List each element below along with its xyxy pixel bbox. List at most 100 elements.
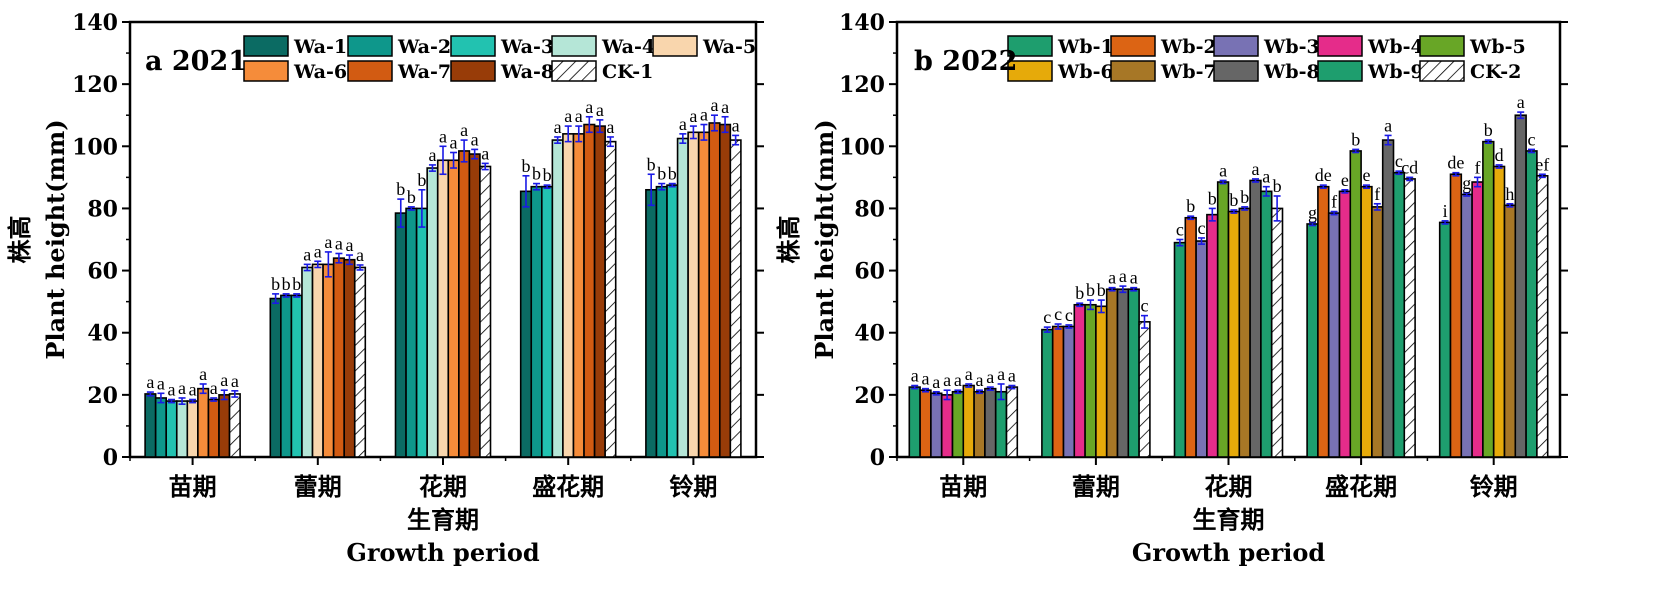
significance-label: i <box>1443 201 1448 221</box>
bar-wb-7 <box>973 390 986 458</box>
significance-label: a <box>732 115 740 135</box>
y-tick-label: 40 <box>854 321 885 347</box>
significance-label: a <box>1219 160 1227 180</box>
bar-ck-1 <box>729 139 742 458</box>
legend-label: Wb-8 <box>1263 61 1320 83</box>
significance-label: c <box>1043 307 1051 327</box>
significance-label: a <box>596 100 604 120</box>
significance-label: a <box>1384 115 1392 135</box>
x-axis-title-cn: 生育期 <box>407 505 479 534</box>
x-category-label: 铃期 <box>669 472 717 501</box>
bar-wb-5 <box>1216 181 1230 458</box>
bar-wb-3 <box>1327 212 1341 458</box>
x-axis-title-en: Growth period <box>1132 538 1326 567</box>
y-tick-label: 40 <box>87 321 118 347</box>
significance-label: g <box>1462 173 1471 193</box>
panel-title: b 2022 <box>914 46 1017 77</box>
x-axis-title-cn: 生育期 <box>1193 505 1265 534</box>
bar-wb-6 <box>1095 305 1108 458</box>
bar-wa-7 <box>583 123 596 458</box>
bar-ck-2 <box>1536 175 1549 458</box>
bar-wb-4 <box>1206 213 1219 458</box>
bar-wb-2 <box>1317 185 1330 458</box>
legend-swatch <box>652 35 698 57</box>
bar-wa-6 <box>697 131 711 458</box>
bar-wa-6 <box>197 387 210 458</box>
bar-wb-1 <box>1041 328 1054 458</box>
significance-label: a <box>943 370 951 390</box>
significance-label: b <box>1075 283 1084 303</box>
y-tick-label: 80 <box>854 196 885 222</box>
legend-label: Wa-1 <box>293 36 347 58</box>
legend-swatch <box>551 60 597 82</box>
legend-swatch <box>243 60 289 82</box>
significance-label: b <box>1186 196 1195 216</box>
significance-label: a <box>689 106 697 126</box>
significance-label: a <box>986 367 994 387</box>
bar-wa-5 <box>562 133 575 458</box>
bar-wa-8 <box>468 153 481 458</box>
significance-label: a <box>189 380 197 400</box>
bar-wa-2 <box>280 294 293 458</box>
x-category-label: 盛花期 <box>532 472 604 501</box>
significance-label: a <box>585 97 593 117</box>
significance-label: ef <box>1535 154 1549 174</box>
significance-label: c <box>1141 296 1149 316</box>
legend-label: CK-1 <box>602 61 653 83</box>
y-axis-title-en: Plant height(mm) <box>810 119 839 359</box>
y-tick-label: 120 <box>839 72 885 98</box>
bar-wb-6 <box>1492 165 1506 458</box>
bar-wa-6 <box>447 159 460 458</box>
bar-wb-1 <box>908 386 921 458</box>
significance-label: a <box>1252 159 1260 179</box>
significance-label: a <box>554 117 562 137</box>
y-tick-label: 0 <box>103 445 118 471</box>
legend-label: Wa-7 <box>397 61 451 83</box>
bar-wb-3 <box>1460 193 1473 458</box>
significance-label: b <box>1229 190 1238 210</box>
significance-label: h <box>1505 184 1514 204</box>
bar-wb-3 <box>930 392 943 458</box>
x-category-label: 蕾期 <box>294 472 342 501</box>
bar-wa-2 <box>154 397 168 458</box>
bar-wb-4 <box>940 394 954 458</box>
significance-label: b <box>657 164 666 184</box>
significance-label: a <box>324 232 332 252</box>
bar-wb-6 <box>1360 185 1373 458</box>
bar-wa-3 <box>415 207 428 458</box>
x-category-label: 盛花期 <box>1325 472 1397 501</box>
bar-wb-3 <box>1062 325 1076 458</box>
legend-label: Wa-5 <box>702 36 756 58</box>
bar-wb-6 <box>1227 210 1241 458</box>
bar-wb-2 <box>919 389 932 458</box>
bar-wa-2 <box>530 185 543 458</box>
significance-label: e <box>1363 165 1371 185</box>
significance-label: a <box>721 97 729 117</box>
bar-wa-3 <box>541 185 554 458</box>
x-category-label: 蕾期 <box>1072 472 1120 501</box>
bar-wb-6 <box>962 384 975 458</box>
significance-label: a <box>439 126 447 146</box>
bar-wb-1 <box>1438 221 1452 458</box>
legend-label: Wb-6 <box>1057 61 1114 83</box>
significance-label: e <box>1341 170 1349 190</box>
bar-wb-5 <box>1349 150 1362 458</box>
x-category-label: 花期 <box>1205 472 1253 501</box>
legend-label: Wb-7 <box>1160 61 1217 83</box>
y-axis-title-cn: 株高 <box>774 216 803 264</box>
bar-wb-8 <box>1249 179 1262 458</box>
significance-label: a <box>997 364 1005 384</box>
significance-label: a <box>1108 268 1116 288</box>
bar-wa-5 <box>436 159 450 458</box>
bar-wa-3 <box>290 294 303 458</box>
significance-label: cd <box>1401 157 1418 177</box>
significance-label: f <box>1374 184 1380 204</box>
y-tick-label: 140 <box>839 10 885 36</box>
significance-label: a <box>1008 366 1016 386</box>
legend-swatch <box>1007 35 1053 57</box>
bar-wa-1 <box>645 188 658 458</box>
bar-wa-8 <box>593 125 606 458</box>
significance-label: a <box>679 114 687 134</box>
bar-wb-3 <box>1195 240 1208 458</box>
